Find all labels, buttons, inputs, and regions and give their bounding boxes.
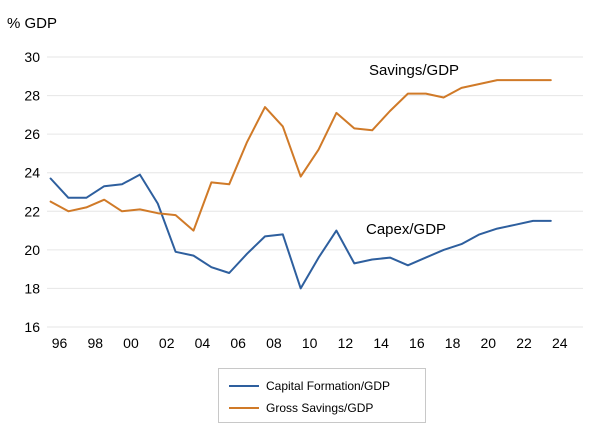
x-tick-label: 20 <box>481 335 497 351</box>
x-tick-label: 14 <box>373 335 389 351</box>
legend: Capital Formation/GDP Gross Savings/GDP <box>218 368 426 423</box>
legend-item-gross-savings: Gross Savings/GDP <box>229 399 373 417</box>
y-tick-label: 24 <box>24 165 40 181</box>
series-line-capital-formation <box>49 173 552 290</box>
x-tick-label: 04 <box>195 335 211 351</box>
x-tick-label: 16 <box>409 335 425 351</box>
x-tick-label: 00 <box>123 335 139 351</box>
line-chart: % GDP 16 18 20 22 24 26 28 30 96 98 00 02 04 06 08 10 1… <box>7 15 583 351</box>
x-tick-label: 06 <box>230 335 246 351</box>
gridlines <box>47 56 583 328</box>
y-tick-label: 30 <box>24 49 40 65</box>
capex-annotation: Capex/GDP <box>366 221 446 238</box>
x-tick-label: 22 <box>516 335 532 351</box>
y-tick-label: 26 <box>24 126 40 142</box>
y-axis-ticks: 16 18 20 22 24 26 28 30 <box>24 49 40 335</box>
legend-swatch-gross-savings <box>229 407 259 409</box>
x-tick-label: 24 <box>552 335 568 351</box>
legend-label-capital-formation: Capital Formation/GDP <box>266 379 391 393</box>
series-line-gross-savings <box>49 79 552 232</box>
legend-label-gross-savings: Gross Savings/GDP <box>266 401 374 415</box>
y-tick-label: 22 <box>24 203 40 219</box>
y-tick-label: 16 <box>24 319 40 335</box>
legend-item-capital-formation: Capital Formation/GDP <box>229 377 390 395</box>
x-tick-label: 18 <box>445 335 461 351</box>
x-tick-label: 10 <box>302 335 318 351</box>
y-axis-unit-label: % GDP <box>7 15 57 32</box>
legend-swatch-capital-formation <box>229 385 259 387</box>
y-tick-label: 20 <box>24 242 40 258</box>
savings-annotation: Savings/GDP <box>369 62 459 79</box>
series-lines <box>49 79 552 290</box>
x-tick-label: 12 <box>338 335 354 351</box>
y-tick-label: 28 <box>24 88 40 104</box>
x-axis-ticks: 96 98 00 02 04 06 08 10 12 14 16 18 20 22 24 <box>52 335 568 351</box>
y-tick-label: 18 <box>24 280 40 296</box>
x-tick-label: 08 <box>266 335 282 351</box>
x-tick-label: 98 <box>87 335 103 351</box>
x-tick-label: 96 <box>52 335 68 351</box>
x-tick-label: 02 <box>159 335 175 351</box>
